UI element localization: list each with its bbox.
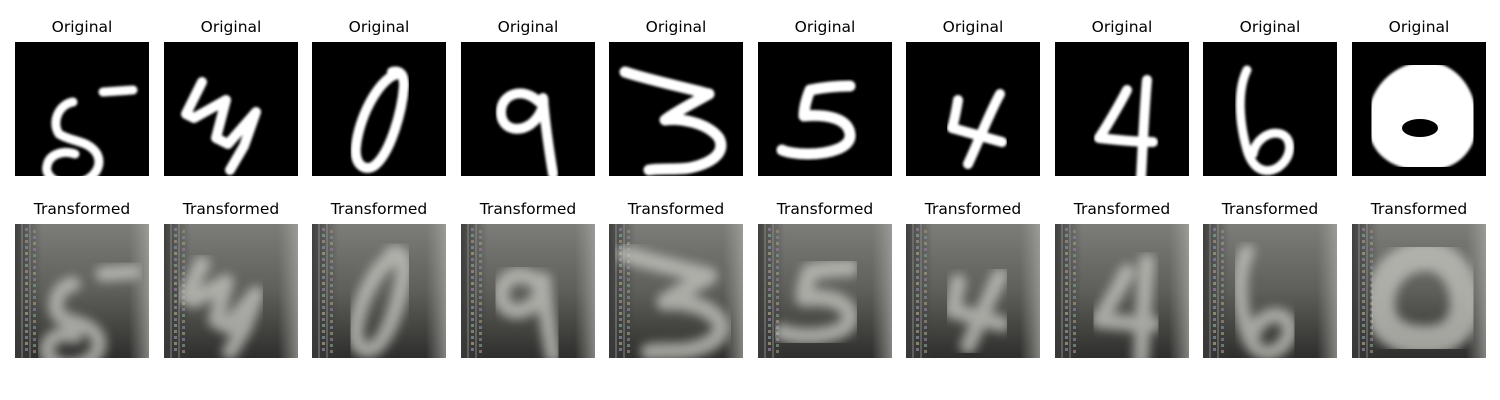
transformed-title: Transformed	[1073, 200, 1171, 218]
digit-3-mnist-icon	[609, 42, 743, 176]
digit-5-mnist-icon	[15, 42, 149, 176]
transformed-digit-4-icon	[906, 224, 1040, 358]
transformed-title: Transformed	[479, 200, 577, 218]
transformed-title: Transformed	[33, 200, 131, 218]
transformed-digit-9-icon	[461, 224, 595, 358]
transformed-title: Transformed	[924, 200, 1022, 218]
transformed-digit-0-icon	[312, 224, 446, 358]
transformed-title: Transformed	[182, 200, 280, 218]
transformed-digit-5-icon	[15, 224, 149, 358]
original-title: Original	[200, 18, 262, 36]
transformed-title: Transformed	[1370, 200, 1468, 218]
transformed-digit-4-icon	[1055, 224, 1189, 358]
digit-4-mnist-icon	[164, 42, 298, 176]
digit-0-mnist-icon	[312, 42, 446, 176]
digit-9-mnist-icon	[461, 42, 595, 176]
original-title: Original	[1239, 18, 1301, 36]
original-title: Original	[794, 18, 856, 36]
original-title: Original	[645, 18, 707, 36]
transformed-digit-6-icon	[1203, 224, 1337, 358]
digit-0-mnist-thick-icon	[1352, 42, 1486, 176]
transformed-title: Transformed	[776, 200, 874, 218]
digit-4-mnist-icon	[906, 42, 1040, 176]
digit-6-mnist-icon	[1203, 42, 1337, 176]
original-title: Original	[348, 18, 410, 36]
transformed-title: Transformed	[627, 200, 725, 218]
transformed-title: Transformed	[330, 200, 428, 218]
transformed-digit-5-icon	[758, 224, 892, 358]
original-title: Original	[497, 18, 559, 36]
original-title: Original	[1091, 18, 1153, 36]
original-title: Original	[1388, 18, 1450, 36]
transformed-digit-4-icon	[164, 224, 298, 358]
original-title: Original	[51, 18, 113, 36]
original-title: Original	[942, 18, 1004, 36]
transformed-title: Transformed	[1221, 200, 1319, 218]
transformed-digit-0-icon	[1352, 224, 1486, 358]
transformed-digit-3-icon	[609, 224, 743, 358]
digit-5-mnist-icon	[758, 42, 892, 176]
digit-4-mnist-icon	[1055, 42, 1189, 176]
